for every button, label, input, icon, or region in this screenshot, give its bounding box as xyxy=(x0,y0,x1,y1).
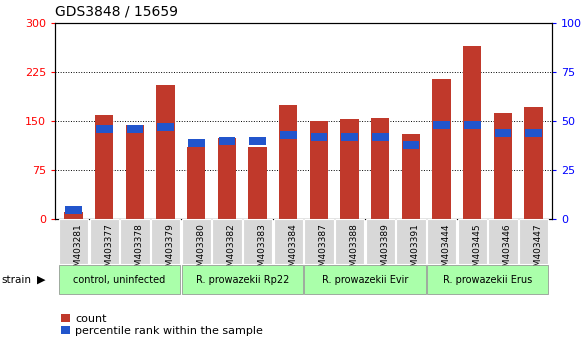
Bar xyxy=(403,141,419,149)
Bar xyxy=(494,113,512,219)
Bar xyxy=(488,219,518,264)
Bar xyxy=(212,219,242,264)
Bar xyxy=(304,266,426,294)
Bar xyxy=(280,131,296,139)
Bar xyxy=(310,121,328,219)
Text: GSM403382: GSM403382 xyxy=(227,223,236,278)
Bar xyxy=(372,133,389,141)
Bar xyxy=(59,266,180,294)
Bar xyxy=(340,119,358,219)
Bar xyxy=(64,212,83,219)
Bar xyxy=(65,206,82,213)
Text: GSM403446: GSM403446 xyxy=(503,223,512,278)
Text: ▶: ▶ xyxy=(37,275,45,285)
Bar xyxy=(59,219,88,264)
Text: R. prowazekii Evir: R. prowazekii Evir xyxy=(322,275,408,285)
Text: GSM403380: GSM403380 xyxy=(196,223,205,278)
Bar xyxy=(125,125,144,219)
Bar xyxy=(396,219,426,264)
Bar xyxy=(365,219,395,264)
Text: GSM403447: GSM403447 xyxy=(533,223,543,278)
Bar xyxy=(524,107,543,219)
Text: GDS3848 / 15659: GDS3848 / 15659 xyxy=(55,5,178,19)
Text: control, uninfected: control, uninfected xyxy=(73,275,166,285)
Text: GSM403444: GSM403444 xyxy=(442,223,450,278)
Bar xyxy=(120,219,150,264)
Bar xyxy=(304,219,333,264)
Bar xyxy=(279,105,297,219)
Bar xyxy=(218,138,236,219)
Text: strain: strain xyxy=(2,275,32,285)
Text: GSM403391: GSM403391 xyxy=(411,223,420,278)
Text: GSM403377: GSM403377 xyxy=(104,223,113,278)
Bar xyxy=(156,85,175,219)
Text: GSM403384: GSM403384 xyxy=(288,223,297,278)
Bar xyxy=(371,118,389,219)
Text: GSM403445: GSM403445 xyxy=(472,223,481,278)
Text: GSM403388: GSM403388 xyxy=(350,223,358,278)
Bar xyxy=(181,266,303,294)
Bar xyxy=(187,147,206,219)
Text: GSM403378: GSM403378 xyxy=(135,223,144,278)
Bar xyxy=(89,219,119,264)
Bar xyxy=(249,147,267,219)
Text: R. prowazekii Erus: R. prowazekii Erus xyxy=(443,275,532,285)
Bar xyxy=(464,121,480,129)
Text: GSM403281: GSM403281 xyxy=(74,223,83,278)
Text: GSM403387: GSM403387 xyxy=(319,223,328,278)
Bar xyxy=(218,137,235,145)
Legend: count, percentile rank within the sample: count, percentile rank within the sample xyxy=(61,314,263,336)
Text: R. prowazekii Rp22: R. prowazekii Rp22 xyxy=(196,275,289,285)
Bar xyxy=(341,133,358,141)
Bar xyxy=(519,219,548,264)
Text: GSM403383: GSM403383 xyxy=(257,223,267,278)
Bar xyxy=(457,219,487,264)
Bar xyxy=(427,219,456,264)
Bar xyxy=(463,46,482,219)
Bar xyxy=(525,129,542,137)
Bar xyxy=(181,219,211,264)
Bar xyxy=(157,123,174,131)
Bar xyxy=(274,219,303,264)
Bar xyxy=(311,133,327,141)
Bar xyxy=(95,115,113,219)
Bar xyxy=(433,121,450,129)
Bar xyxy=(427,266,548,294)
Text: GSM403389: GSM403389 xyxy=(380,223,389,278)
Text: GSM403379: GSM403379 xyxy=(166,223,174,278)
Bar xyxy=(96,125,113,133)
Bar xyxy=(249,137,266,145)
Bar xyxy=(243,219,272,264)
Bar xyxy=(432,79,451,219)
Bar xyxy=(127,125,143,133)
Bar xyxy=(335,219,364,264)
Bar xyxy=(401,134,420,219)
Bar xyxy=(151,219,180,264)
Bar xyxy=(188,139,205,147)
Bar xyxy=(494,129,511,137)
